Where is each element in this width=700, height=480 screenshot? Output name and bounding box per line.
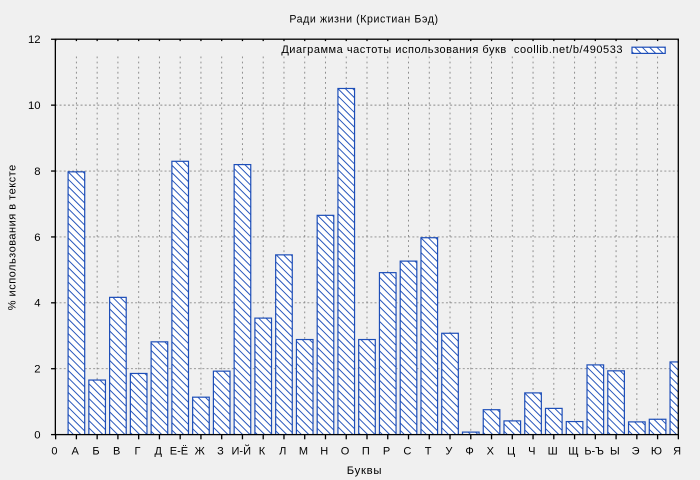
svg-text:10: 10 (28, 100, 41, 112)
svg-text:Х: Х (487, 446, 495, 458)
svg-text:0: 0 (34, 430, 40, 442)
svg-text:4: 4 (34, 298, 40, 310)
svg-text:Ради жизни (Кристиан Бэд): Ради жизни (Кристиан Бэд) (289, 13, 438, 25)
svg-text:О: О (341, 446, 350, 458)
svg-text:В: В (113, 446, 120, 458)
svg-text:Я: Я (673, 446, 681, 458)
svg-text:6: 6 (34, 232, 40, 244)
svg-text:Т: Т (425, 446, 432, 458)
svg-text:П: П (362, 446, 370, 458)
svg-text:У: У (445, 446, 453, 458)
svg-text:Д: Д (155, 446, 163, 458)
svg-text:2: 2 (34, 364, 40, 376)
svg-text:Ц: Ц (507, 446, 515, 458)
svg-text:% использования в тексте: % использования в тексте (7, 164, 19, 310)
svg-text:Ш: Ш (548, 446, 558, 458)
svg-text:И-Й: И-Й (232, 445, 251, 458)
svg-text:Н: Н (320, 446, 328, 458)
svg-text:К: К (259, 446, 266, 458)
svg-text:12: 12 (28, 34, 41, 46)
svg-text:Р: Р (383, 446, 390, 458)
svg-text:8: 8 (34, 166, 40, 178)
svg-text:Ы: Ы (610, 446, 620, 458)
svg-text:М: М (299, 446, 308, 458)
svg-text:Буквы: Буквы (347, 465, 382, 477)
svg-text:Ю: Ю (651, 446, 662, 458)
svg-text:А: А (72, 446, 80, 458)
svg-text:З: З (217, 446, 224, 458)
svg-text:Ч: Ч (528, 446, 535, 458)
svg-text:Б: Б (92, 446, 99, 458)
svg-text:С: С (403, 446, 411, 458)
svg-text:Щ: Щ (568, 446, 578, 458)
svg-text:0: 0 (51, 446, 57, 458)
svg-text:Ф: Ф (465, 446, 473, 458)
svg-text:Г: Г (134, 446, 140, 458)
svg-text:Л: Л (279, 446, 286, 458)
svg-text:Е-Ё: Е-Ё (170, 446, 188, 458)
svg-text:Ь-Ъ: Ь-Ъ (584, 446, 604, 458)
svg-text:Ж: Ж (195, 446, 205, 458)
svg-text:Э: Э (632, 446, 640, 458)
svg-text:Диаграмма частоты использовани: Диаграмма частоты использования букв coo… (281, 44, 623, 56)
